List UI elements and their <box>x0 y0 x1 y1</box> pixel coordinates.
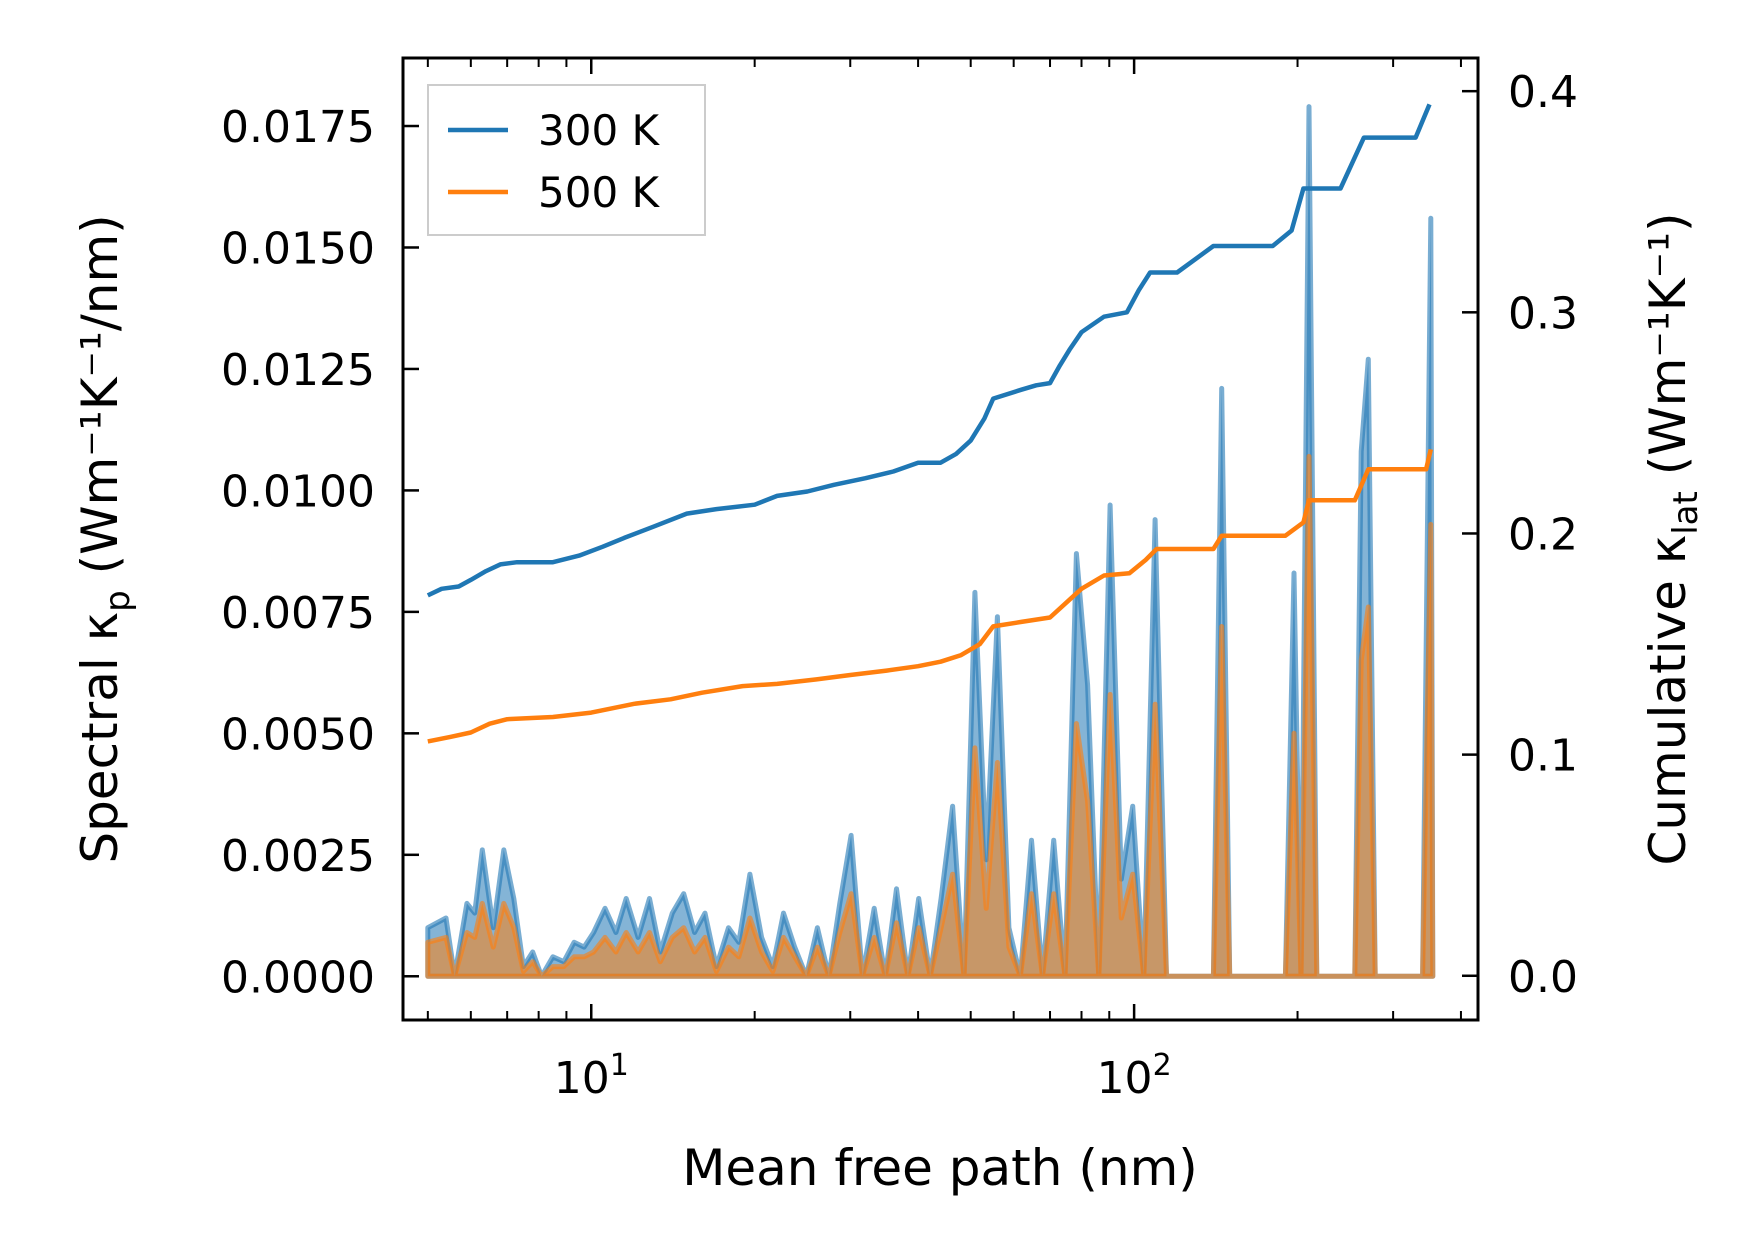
y-right-tick-label: 0.1 <box>1508 731 1578 782</box>
plot-frame <box>401 56 1480 1022</box>
y-left-label-sub: p <box>98 590 138 612</box>
y-right-label-units: (Wm⁻¹K⁻¹) <box>1639 212 1697 491</box>
y-left-tick-label: 0.0025 <box>221 831 375 882</box>
y-left-tick-label: 0.0000 <box>221 952 375 1003</box>
y-left-axis-label: Spectral κp (Wm⁻¹K⁻¹/nm) <box>71 214 138 863</box>
y-right-axis-label: Cumulative κlat (Wm⁻¹K⁻¹) <box>1639 212 1706 865</box>
y-left-tick-label: 0.0175 <box>221 102 375 153</box>
x-tick-base: 10 <box>1097 1053 1153 1104</box>
y-left-tick-label: 0.0075 <box>221 588 375 639</box>
legend-box <box>427 84 706 236</box>
y-left-label-main: Spectral κ <box>71 612 129 864</box>
x-tick-label: 102 <box>1097 1048 1172 1104</box>
x-tick-base: 10 <box>554 1053 610 1104</box>
y-right-tick-label: 0.3 <box>1508 288 1578 339</box>
y-axis-left: 0.0000 0.0025 0.0050 0.0075 0.0100 0.0125 0.01… <box>221 102 419 1003</box>
legend-label-300k: 300 K <box>538 106 661 155</box>
y-left-tick-label: 0.0100 <box>221 466 375 517</box>
legend-label-500k: 500 K <box>538 168 661 217</box>
y-axis-right: 0.0 0.1 0.2 0.3 0.4 <box>1462 67 1578 1003</box>
x-axis: 101 102 <box>426 58 1462 1104</box>
spectral-layer <box>425 104 1436 979</box>
spectral-area-300k <box>425 104 1436 979</box>
spectral-area-500k <box>425 453 1436 979</box>
cumulative-layer <box>426 103 1433 744</box>
y-right-tick-label: 0.2 <box>1508 509 1578 560</box>
y-right-label-main: Cumulative κ <box>1639 535 1697 866</box>
y-right-tick-label: 0.4 <box>1508 67 1578 118</box>
y-left-tick-label: 0.0150 <box>221 223 375 274</box>
x-tick-exponent: 2 <box>1153 1048 1172 1083</box>
cumulative-line-300k <box>426 103 1432 598</box>
y-right-tick-label: 0.0 <box>1508 952 1578 1003</box>
x-tick-label: 101 <box>554 1048 629 1104</box>
y-right-label-sub: lat <box>1666 491 1706 535</box>
legend: 300 K 500 K <box>427 84 706 236</box>
y-left-tick-label: 0.0125 <box>221 345 375 396</box>
y-left-tick-label: 0.0050 <box>221 709 375 760</box>
x-axis-label: Mean free path (nm) <box>682 1139 1198 1197</box>
x-tick-exponent: 1 <box>610 1048 629 1083</box>
cumulative-line-500k <box>427 448 1433 744</box>
y-left-label-units: (Wm⁻¹K⁻¹/nm) <box>71 214 129 590</box>
